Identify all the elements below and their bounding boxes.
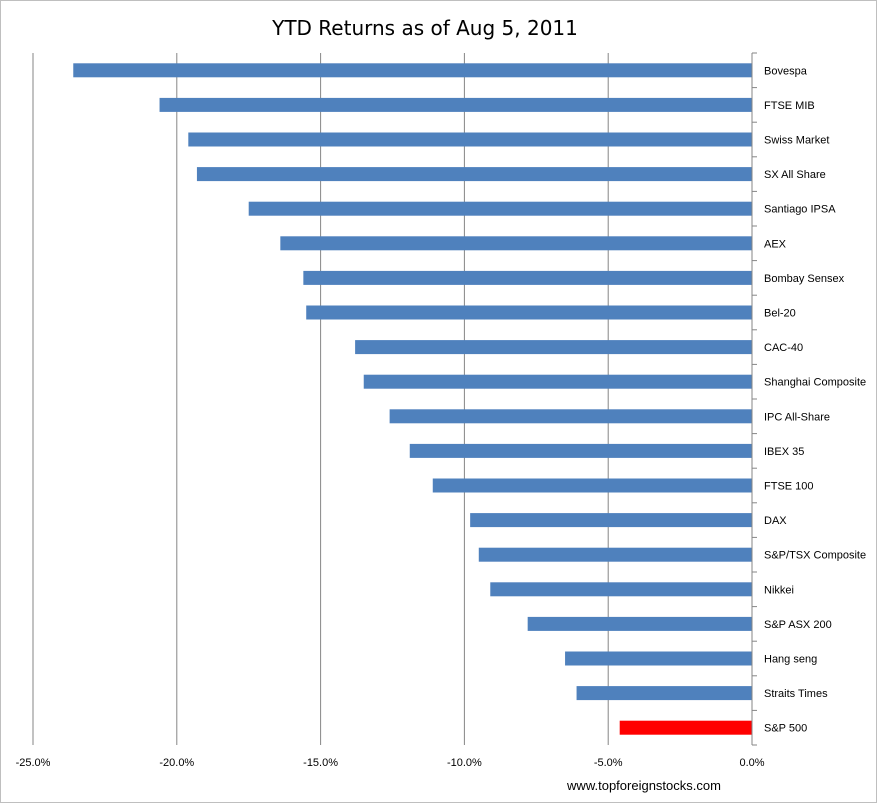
category-label: Shanghai Composite bbox=[764, 377, 866, 389]
category-label: S&P/TSX Composite bbox=[764, 550, 866, 562]
category-labels: Bovespa FTSE MIB Swiss Market SX All Share S… bbox=[764, 65, 866, 734]
category-label: Straits Times bbox=[764, 688, 828, 700]
category-label: S&P 500 bbox=[764, 723, 807, 735]
bar bbox=[188, 132, 752, 147]
category-label: S&P ASX 200 bbox=[764, 619, 832, 631]
category-label: IBEX 35 bbox=[764, 446, 804, 458]
x-tick-label: 0.0% bbox=[739, 757, 764, 769]
bar bbox=[355, 340, 752, 355]
category-label: AEX bbox=[764, 238, 787, 250]
bar bbox=[196, 167, 752, 182]
category-label: FTSE 100 bbox=[764, 481, 814, 493]
bar bbox=[73, 63, 753, 78]
category-label: Bombay Sensex bbox=[764, 273, 845, 285]
bar bbox=[363, 374, 752, 389]
bar bbox=[303, 270, 752, 285]
category-label: DAX bbox=[764, 515, 787, 527]
x-tick-label: -10.0% bbox=[447, 757, 482, 769]
category-label: Nikkei bbox=[764, 584, 794, 596]
bar bbox=[576, 686, 752, 701]
category-label: Swiss Market bbox=[764, 135, 829, 147]
bar bbox=[470, 513, 752, 528]
category-label: CAC-40 bbox=[764, 342, 803, 354]
bar bbox=[565, 651, 752, 666]
category-label: Santiago IPSA bbox=[764, 204, 836, 216]
x-tick-label: -15.0% bbox=[303, 757, 338, 769]
category-label: IPC All-Share bbox=[764, 411, 830, 423]
x-tick-labels: -25.0% -20.0% -15.0% -10.0% -5.0% 0.0% bbox=[16, 757, 765, 769]
bar bbox=[280, 236, 752, 251]
source-label: www.topforeignstocks.com bbox=[566, 778, 721, 793]
bar bbox=[527, 616, 752, 631]
x-tick-label: -20.0% bbox=[159, 757, 194, 769]
category-label: Hang seng bbox=[764, 654, 817, 666]
bar bbox=[490, 582, 752, 597]
bar bbox=[159, 97, 752, 112]
chart-title: YTD Returns as of Aug 5, 2011 bbox=[271, 16, 578, 40]
bar bbox=[432, 478, 752, 493]
gridlines bbox=[32, 53, 609, 745]
bar bbox=[306, 305, 752, 320]
y-axis-line bbox=[751, 52, 757, 746]
bar bbox=[248, 201, 752, 216]
category-label: SX All Share bbox=[764, 169, 826, 181]
category-label: Bel-20 bbox=[764, 308, 796, 320]
bar bbox=[619, 720, 752, 735]
bar bbox=[409, 443, 752, 458]
category-label: FTSE MIB bbox=[764, 100, 815, 112]
bar bbox=[478, 547, 752, 562]
bar bbox=[389, 409, 752, 424]
bars bbox=[73, 63, 753, 735]
x-tick-label: -5.0% bbox=[594, 757, 623, 769]
category-label: Bovespa bbox=[764, 65, 808, 77]
x-tick-label: -25.0% bbox=[16, 757, 51, 769]
